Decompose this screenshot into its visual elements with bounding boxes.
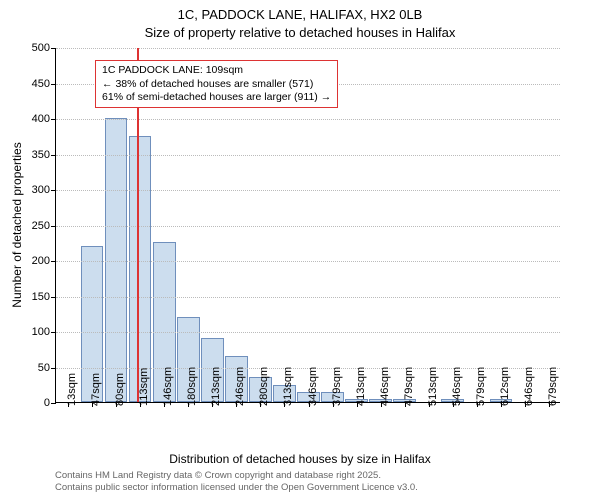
y-tick-mark	[51, 332, 56, 333]
credits: Contains HM Land Registry data © Crown c…	[55, 470, 418, 494]
credits-line-2: Contains public sector information licen…	[55, 482, 418, 493]
y-tick-label: 450	[32, 78, 50, 90]
annotation-line-3: 61% of semi-detached houses are larger (…	[102, 91, 331, 103]
grid-line	[56, 297, 560, 298]
x-tick-label: 679sqm	[547, 367, 559, 406]
x-tick-label: 646sqm	[523, 367, 535, 406]
y-tick-mark	[51, 226, 56, 227]
x-tick-label: 80sqm	[114, 373, 126, 406]
x-tick-label: 379sqm	[331, 367, 343, 406]
x-tick-label: 246sqm	[234, 367, 246, 406]
y-tick-label: 50	[38, 362, 50, 374]
y-tick-mark	[51, 368, 56, 369]
grid-line	[56, 119, 560, 120]
x-tick-label: 313sqm	[282, 367, 294, 406]
annotation-line-1: 1C PADDOCK LANE: 109sqm	[102, 64, 243, 76]
y-tick-label: 400	[32, 113, 50, 125]
y-tick-label: 150	[32, 291, 50, 303]
x-tick-label: 13sqm	[66, 373, 78, 406]
y-tick-mark	[51, 84, 56, 85]
y-tick-mark	[51, 403, 56, 404]
x-tick-label: 513sqm	[427, 367, 439, 406]
y-tick-label: 350	[32, 149, 50, 161]
y-tick-label: 100	[32, 326, 50, 338]
x-tick-label: 579sqm	[475, 367, 487, 406]
x-tick-label: 213sqm	[210, 367, 222, 406]
x-tick-label: 47sqm	[90, 373, 102, 406]
grid-line	[56, 48, 560, 49]
grid-line	[56, 155, 560, 156]
chart-title: 1C, PADDOCK LANE, HALIFAX, HX2 0LB Size …	[0, 0, 600, 41]
y-tick-label: 200	[32, 255, 50, 267]
y-tick-label: 250	[32, 220, 50, 232]
title-line-1: 1C, PADDOCK LANE, HALIFAX, HX2 0LB	[178, 7, 423, 22]
plot-area: 1C PADDOCK LANE: 109sqm ← 38% of detache…	[55, 48, 560, 403]
grid-line	[56, 261, 560, 262]
histogram-bar	[105, 118, 128, 402]
annotation-line-2: ← 38% of detached houses are smaller (57…	[102, 78, 313, 90]
x-tick-label: 146sqm	[162, 367, 174, 406]
x-tick-label: 479sqm	[403, 367, 415, 406]
y-tick-label: 0	[44, 397, 50, 409]
chart-area: 1C PADDOCK LANE: 109sqm ← 38% of detache…	[55, 48, 560, 403]
y-tick-mark	[51, 155, 56, 156]
x-tick-label: 446sqm	[379, 367, 391, 406]
x-tick-label: 346sqm	[307, 367, 319, 406]
x-tick-label: 413sqm	[355, 367, 367, 406]
title-line-2: Size of property relative to detached ho…	[145, 25, 456, 40]
y-tick-label: 500	[32, 42, 50, 54]
y-tick-mark	[51, 119, 56, 120]
x-axis-label: Distribution of detached houses by size …	[0, 452, 600, 466]
x-tick-label: 546sqm	[451, 367, 463, 406]
x-tick-label: 612sqm	[499, 367, 511, 406]
credits-line-1: Contains HM Land Registry data © Crown c…	[55, 470, 381, 481]
grid-line	[56, 332, 560, 333]
x-tick-label: 113sqm	[138, 368, 150, 406]
annotation-box: 1C PADDOCK LANE: 109sqm ← 38% of detache…	[95, 60, 338, 107]
y-tick-mark	[51, 261, 56, 262]
grid-line	[56, 226, 560, 227]
y-axis-label: Number of detached properties	[10, 142, 24, 307]
x-tick-label: 280sqm	[258, 367, 270, 406]
grid-line	[56, 190, 560, 191]
y-tick-label: 300	[32, 184, 50, 196]
histogram-bar	[129, 136, 152, 402]
x-tick-label: 180sqm	[186, 367, 198, 406]
y-tick-mark	[51, 297, 56, 298]
y-tick-mark	[51, 48, 56, 49]
y-tick-mark	[51, 190, 56, 191]
